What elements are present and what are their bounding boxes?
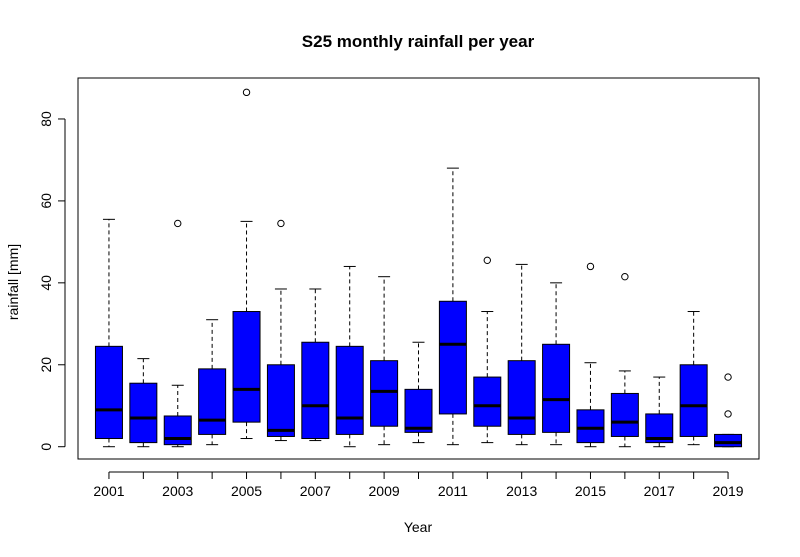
- box-2013: [507, 263, 536, 446]
- box-iqr: [679, 364, 708, 437]
- y-tick-label: 20: [38, 357, 54, 373]
- y-tick-label: 80: [38, 111, 54, 127]
- box-iqr: [301, 341, 330, 440]
- x-tick-label: 2003: [162, 483, 193, 499]
- box-iqr: [370, 360, 399, 427]
- box-2018: [679, 311, 708, 446]
- plot-frame: [77, 77, 760, 460]
- outlier-point: [724, 410, 732, 418]
- box-iqr: [610, 392, 639, 437]
- x-tick-label: 2013: [506, 483, 537, 499]
- y-tick-label: 0: [38, 443, 54, 451]
- box-iqr: [232, 311, 261, 423]
- y-tick-label: 40: [38, 275, 54, 291]
- box-2007: [301, 288, 330, 442]
- box-iqr: [198, 368, 227, 435]
- outlier-point: [174, 219, 182, 228]
- box-2010: [404, 341, 433, 444]
- x-tick-label: 2015: [575, 483, 606, 499]
- box-2009: [370, 276, 399, 446]
- box-iqr: [94, 345, 123, 440]
- box-2002: [129, 358, 158, 448]
- box-2003: [163, 219, 192, 448]
- x-tick-label: 2007: [300, 483, 331, 499]
- box-iqr: [438, 300, 467, 415]
- x-axis-label: Year: [404, 519, 433, 535]
- box-iqr: [507, 360, 536, 435]
- outlier-point: [586, 262, 595, 271]
- x-tick-label: 2011: [438, 483, 468, 499]
- x-tick-label: 2009: [369, 483, 400, 499]
- box-2006: [266, 219, 295, 442]
- outlier-point: [483, 256, 491, 265]
- box-2017: [645, 376, 674, 448]
- box-2015: [576, 262, 605, 448]
- y-axis-label: rainfall [mm]: [5, 244, 21, 320]
- x-tick-label: 2005: [231, 483, 262, 499]
- outlier-point: [277, 219, 285, 228]
- box-2005: [232, 88, 261, 440]
- box-2011: [438, 167, 467, 446]
- box-iqr: [266, 364, 295, 437]
- x-tick-label: 2019: [712, 483, 743, 499]
- box-2019: [714, 373, 743, 448]
- box-iqr: [163, 415, 192, 446]
- box-2014: [542, 282, 571, 446]
- y-tick-label: 60: [38, 193, 54, 209]
- x-tick-label: 2001: [93, 483, 124, 499]
- box-2008: [335, 265, 364, 448]
- box-iqr: [335, 345, 364, 435]
- box-iqr: [473, 376, 502, 427]
- box-2004: [198, 319, 227, 446]
- box-iqr: [404, 388, 433, 433]
- x-tick-label: 2017: [644, 483, 675, 499]
- outlier-point: [242, 88, 251, 97]
- box-2001: [94, 218, 123, 448]
- box-iqr: [576, 409, 605, 444]
- box-2012: [473, 256, 502, 444]
- chart-title: S25 monthly rainfall per year: [302, 32, 535, 51]
- box-iqr: [129, 382, 158, 444]
- box-iqr: [714, 433, 743, 448]
- outlier-point: [724, 373, 732, 381]
- box-2016: [610, 272, 639, 448]
- box-iqr: [542, 343, 571, 433]
- outlier-point: [621, 272, 629, 281]
